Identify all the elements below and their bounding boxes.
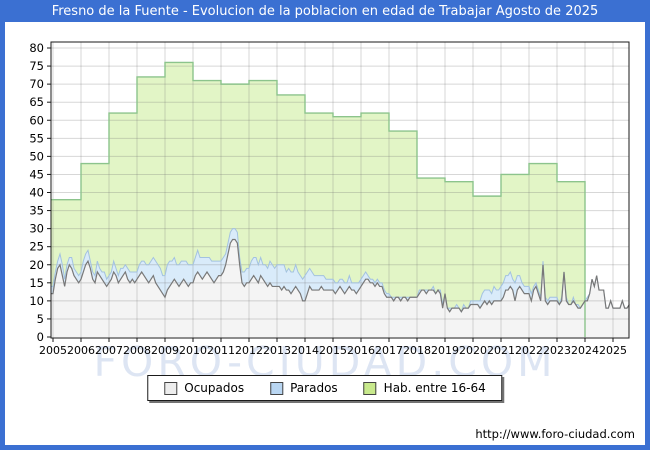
parados-area bbox=[51, 228, 630, 312]
x-axis-label: 2024 bbox=[571, 344, 599, 357]
legend-box: Ocupados Parados Hab. entre 16-64 bbox=[147, 375, 503, 401]
ocupados-line bbox=[51, 238, 630, 313]
legend-label-hab16-64: Hab. entre 16-64 bbox=[383, 381, 486, 395]
chart-canvas: FORO-CIUDAD.COM 0 5 10 15 20 25 30 35 40 45 50 55 60… bbox=[5, 22, 645, 445]
x-axis-label: 2015 bbox=[319, 344, 347, 357]
y-axis-label: 40 bbox=[29, 186, 44, 200]
x-axis-label: 2016 bbox=[347, 344, 375, 357]
y-axis-label: 30 bbox=[29, 222, 44, 236]
x-axis-label: 2013 bbox=[263, 344, 291, 357]
plot-border bbox=[50, 41, 630, 339]
x-axis-label: 2017 bbox=[375, 344, 403, 357]
chart-title: Fresno de la Fuente - Evolucion de la po… bbox=[51, 3, 599, 19]
x-axis-label: 2014 bbox=[291, 344, 319, 357]
ocupados-swatch-icon bbox=[164, 381, 178, 395]
parados-line bbox=[51, 228, 630, 313]
x-axis-label: 2012 bbox=[235, 344, 263, 357]
y-axis-label: 15 bbox=[29, 276, 44, 290]
footer-url[interactable]: http://www.foro-ciudad.com bbox=[475, 427, 635, 441]
ocupados-area bbox=[51, 239, 630, 337]
legend-item-parados: Parados bbox=[270, 381, 338, 395]
y-axis-label: 45 bbox=[29, 167, 44, 181]
y-axis-label: 70 bbox=[29, 77, 44, 91]
parados-swatch-icon bbox=[270, 381, 284, 395]
y-axis-label: 10 bbox=[29, 294, 44, 308]
y-axis-label: 55 bbox=[29, 131, 44, 145]
x-axis-label: 2018 bbox=[403, 344, 431, 357]
hab16-64-swatch-icon bbox=[363, 381, 377, 395]
x-axis-label: 2007 bbox=[95, 344, 123, 357]
x-axis-label: 2011 bbox=[207, 344, 235, 357]
y-axis-label: 20 bbox=[29, 258, 44, 272]
title-bar: Fresno de la Fuente - Evolucion de la po… bbox=[0, 0, 650, 22]
y-axis-label: 75 bbox=[29, 59, 44, 73]
y-axis-label: 65 bbox=[29, 95, 44, 109]
x-axis-label: 2009 bbox=[151, 344, 179, 357]
y-axis-label: 0 bbox=[37, 330, 44, 344]
x-axis-label: 2022 bbox=[515, 344, 543, 357]
legend-item-hab16-64: Hab. entre 16-64 bbox=[363, 381, 486, 395]
x-axis-label: 2019 bbox=[431, 344, 459, 357]
y-axis-label: 35 bbox=[29, 204, 44, 218]
x-axis-label: 2020 bbox=[459, 344, 487, 357]
x-axis-label: 2010 bbox=[179, 344, 207, 357]
legend-label-parados: Parados bbox=[290, 381, 338, 395]
y-axis-label: 5 bbox=[37, 312, 44, 326]
x-axis-label: 2021 bbox=[487, 344, 515, 357]
y-axis-label: 50 bbox=[29, 149, 44, 163]
x-axis-label: 2005 bbox=[39, 344, 67, 357]
hab16-64-line bbox=[51, 61, 586, 337]
legend-label-ocupados: Ocupados bbox=[184, 381, 245, 395]
x-axis-label: 2006 bbox=[67, 344, 95, 357]
legend-item-ocupados: Ocupados bbox=[164, 381, 244, 395]
x-axis-label: 2023 bbox=[543, 344, 571, 357]
x-axis-label: 2008 bbox=[123, 344, 151, 357]
y-axis-label: 25 bbox=[29, 240, 44, 254]
x-axis-label: 2025 bbox=[599, 344, 627, 357]
y-axis-label: 60 bbox=[29, 113, 44, 127]
y-axis-label: 80 bbox=[29, 41, 44, 55]
